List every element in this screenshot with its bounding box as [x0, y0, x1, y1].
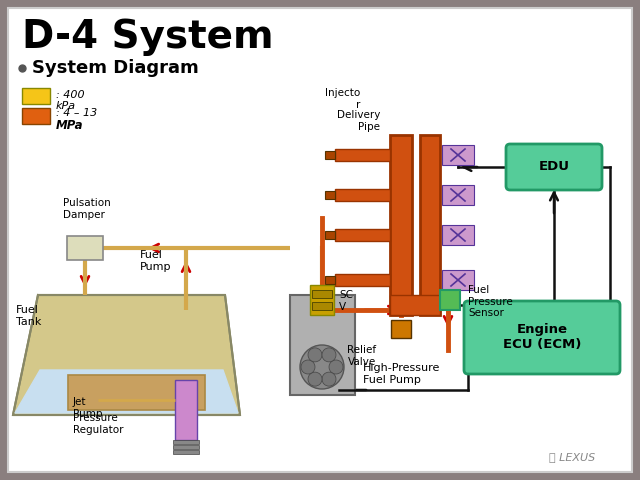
FancyBboxPatch shape	[442, 145, 474, 165]
FancyBboxPatch shape	[506, 144, 602, 190]
Polygon shape	[15, 370, 238, 413]
FancyBboxPatch shape	[8, 8, 632, 472]
Bar	[67, 236, 103, 260]
Bar	[325, 151, 335, 159]
Bar	[335, 229, 390, 241]
Text: Fuel
Pressure
Sensor: Fuel Pressure Sensor	[468, 285, 513, 318]
Text: Jet
Pump: Jet Pump	[73, 397, 102, 419]
Text: Delivery
Pipe: Delivery Pipe	[337, 110, 380, 132]
Text: SC
V: SC V	[339, 290, 353, 312]
Bar	[22, 88, 50, 104]
Bar	[335, 189, 390, 201]
Bar	[390, 295, 440, 315]
Bar	[391, 320, 411, 338]
Text: Fuel
Tank: Fuel Tank	[16, 305, 42, 326]
Polygon shape	[13, 295, 240, 415]
FancyBboxPatch shape	[442, 185, 474, 205]
Text: Fuel
Pump: Fuel Pump	[140, 250, 172, 272]
Bar	[290, 295, 355, 395]
Bar	[173, 440, 199, 444]
Text: System Diagram: System Diagram	[32, 59, 199, 77]
Bar	[335, 274, 390, 286]
Text: EDU: EDU	[538, 160, 570, 173]
Bar	[173, 450, 199, 454]
Text: : 4 – 13: : 4 – 13	[56, 108, 97, 118]
FancyBboxPatch shape	[442, 225, 474, 245]
Bar	[175, 380, 197, 440]
Text: Ⓛ LEXUS: Ⓛ LEXUS	[548, 452, 595, 462]
Bar	[325, 276, 335, 284]
Text: Engine
ECU (ECM): Engine ECU (ECM)	[503, 323, 581, 351]
Circle shape	[301, 360, 315, 374]
Bar	[440, 290, 460, 310]
Text: Injecto
r: Injecto r	[324, 88, 360, 110]
FancyBboxPatch shape	[464, 301, 620, 374]
Text: Relief
Valve: Relief Valve	[347, 345, 376, 367]
Text: kPa: kPa	[56, 101, 76, 111]
Circle shape	[322, 348, 336, 362]
Bar	[173, 445, 199, 449]
Bar	[22, 108, 50, 124]
Circle shape	[308, 348, 322, 362]
Bar	[68, 375, 205, 410]
Bar	[390, 135, 412, 315]
Text: : 400: : 400	[56, 90, 84, 100]
Text: MPa: MPa	[56, 119, 83, 132]
Circle shape	[300, 345, 344, 389]
Bar	[335, 149, 390, 161]
Bar	[312, 290, 332, 298]
Circle shape	[308, 372, 322, 386]
Circle shape	[322, 372, 336, 386]
Text: High-Pressure
Fuel Pump: High-Pressure Fuel Pump	[363, 363, 440, 385]
Text: Pressure
Regulator: Pressure Regulator	[73, 413, 124, 434]
Bar	[420, 135, 440, 315]
FancyBboxPatch shape	[442, 270, 474, 290]
Text: D-4 System: D-4 System	[22, 18, 274, 56]
Bar	[312, 302, 332, 310]
Text: Pulsation
Damper: Pulsation Damper	[63, 198, 111, 220]
Bar	[325, 231, 335, 239]
Bar	[310, 285, 334, 315]
Circle shape	[329, 360, 343, 374]
Bar	[325, 191, 335, 199]
